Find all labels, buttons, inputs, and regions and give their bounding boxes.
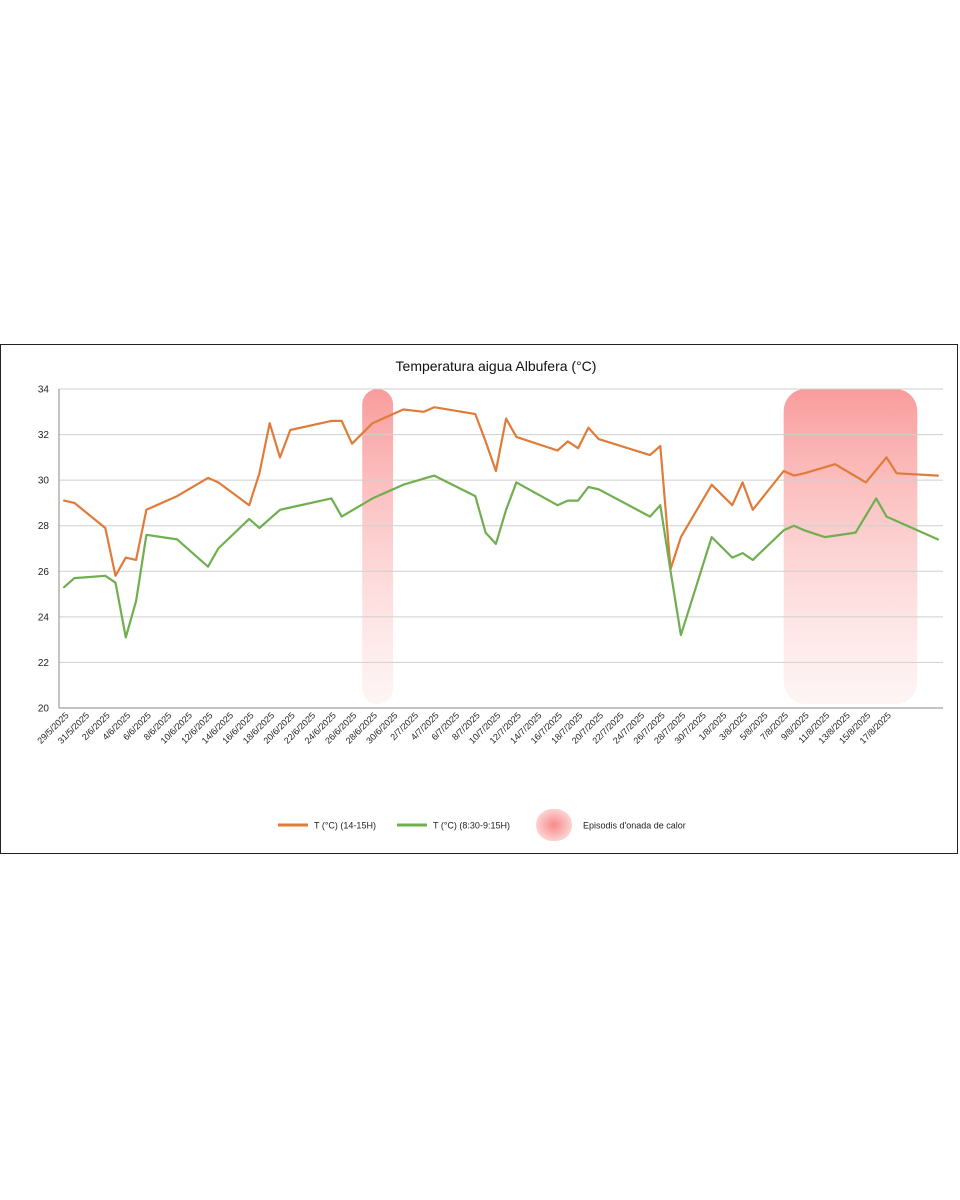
y-tick-label: 28 — [38, 521, 50, 532]
heatwave-bands — [362, 389, 918, 704]
line-chart: Temperatura aigua Albufera (°C) 20 22 24 26… — [35, 358, 943, 841]
x-axis-ticks: 29/5/202531/5/20252/6/20254/6/20256/6/20… — [35, 710, 893, 745]
series-line-morning — [62, 474, 940, 639]
y-tick-label: 24 — [38, 612, 50, 623]
y-tick-label: 22 — [38, 658, 50, 669]
heatwave-band-1 — [362, 389, 394, 704]
y-tick-label: 32 — [38, 430, 50, 441]
legend-label: T (°C) (8:30-9:15H) — [433, 821, 510, 831]
y-axis-ticks: 20 22 24 26 28 30 32 34 — [38, 385, 50, 715]
axes — [58, 389, 943, 709]
y-tick-label: 26 — [38, 567, 50, 578]
chart-title: Temperatura aigua Albufera (°C) — [396, 358, 597, 374]
y-tick-label: 20 — [38, 704, 50, 715]
series-line-afternoon — [62, 406, 940, 577]
legend: T (°C) (14-15H) T (°C) (8:30-9:15H) Episod… — [278, 809, 686, 841]
y-tick-label: 34 — [38, 385, 50, 396]
legend-swatch-band — [536, 809, 572, 841]
legend-label: T (°C) (14-15H) — [314, 821, 376, 831]
chart-container: Temperatura aigua Albufera (°C) 20 22 24 26… — [0, 344, 958, 854]
legend-label: Episodis d'onada de calor — [583, 821, 686, 831]
heatwave-band-2 — [783, 389, 918, 704]
y-tick-label: 30 — [38, 476, 50, 487]
series-lines — [62, 406, 940, 639]
